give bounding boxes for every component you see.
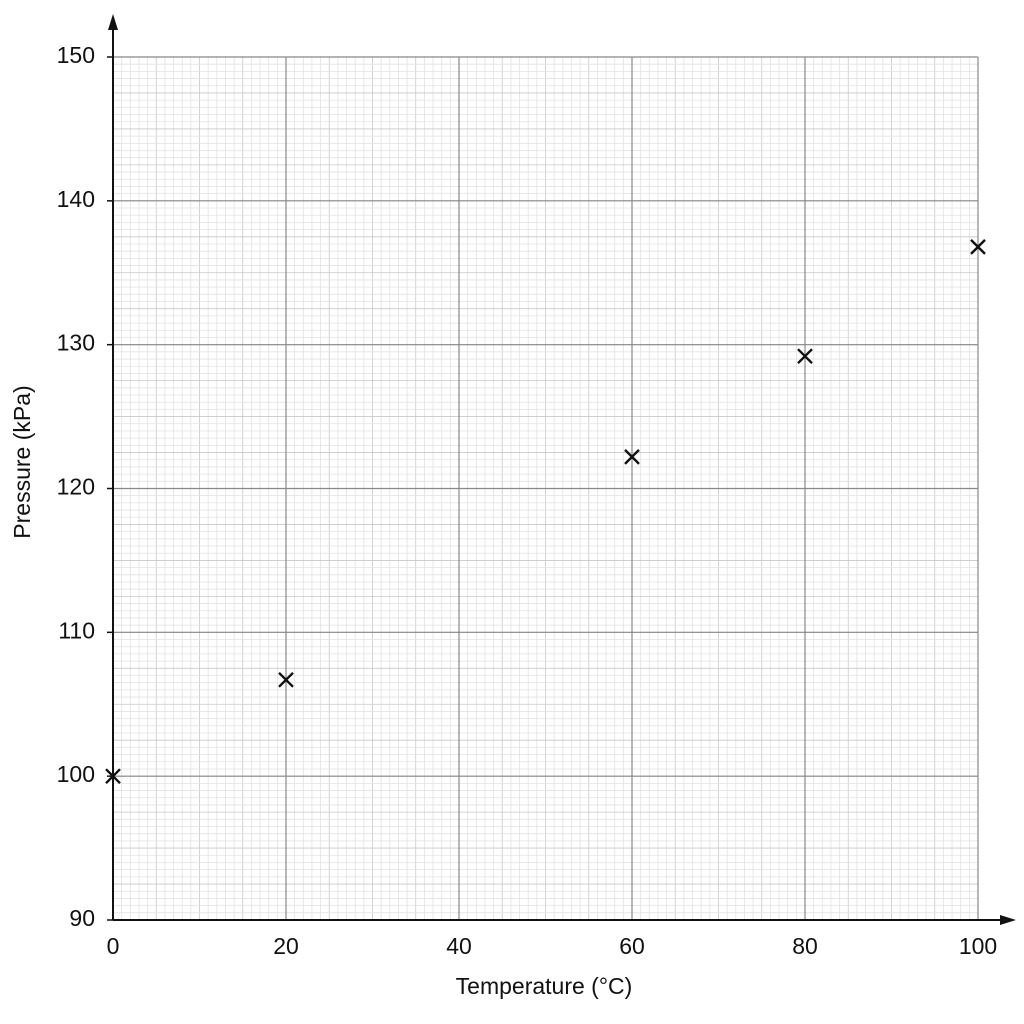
y-tick-label: 90 [69, 905, 95, 931]
y-axis-arrow [108, 14, 118, 30]
y-tick-label: 150 [57, 42, 95, 68]
x-tick-label: 80 [792, 933, 818, 959]
data-point [624, 449, 640, 465]
grid [112, 56, 979, 921]
data-point [797, 348, 813, 365]
data-point [105, 768, 121, 785]
x-axis-title: Temperature (°C) [456, 973, 633, 999]
x-tick-label: 60 [619, 933, 645, 959]
x-axis-arrow [1000, 915, 1016, 925]
x-tick-label: 40 [446, 933, 472, 959]
x-tick-label: 0 [107, 933, 120, 959]
y-tick-label: 120 [57, 474, 95, 500]
y-tick-label: 140 [57, 186, 95, 212]
y-tick-label: 130 [57, 330, 95, 356]
y-axis-title: Pressure (kPa) [9, 385, 35, 538]
x-tick-label: 100 [959, 933, 997, 959]
y-tick-label: 110 [58, 617, 95, 643]
data-point [278, 671, 294, 688]
y-tick-label: 100 [57, 761, 95, 787]
axes [107, 14, 1016, 925]
data-point [970, 239, 986, 255]
x-tick-label: 20 [273, 933, 299, 959]
